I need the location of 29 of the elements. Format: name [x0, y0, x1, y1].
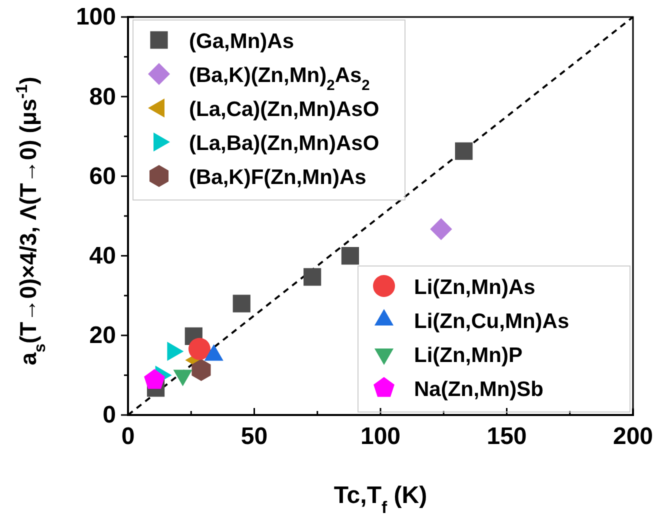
x-tick-label: 200	[612, 423, 653, 450]
legend-label: (Ba,K)(Zn,Mn)$_{2}$As$_{2}$	[189, 64, 370, 94]
legend-label: (Ga,Mn)As	[189, 30, 294, 53]
point	[144, 368, 165, 389]
y-tick-label: 0	[102, 402, 116, 429]
y-tick-label: 60	[89, 162, 116, 190]
x-tick-label: 0	[121, 423, 135, 450]
point	[232, 294, 250, 312]
point	[304, 268, 322, 286]
legend-label: (La,Ca)(Zn,Mn)AsO	[189, 98, 380, 121]
point	[192, 359, 211, 382]
x-tick-label: 100	[360, 423, 401, 450]
point	[430, 218, 452, 240]
y-tick-label: 100	[76, 4, 116, 31]
legend-label: Li(Zn,Cu,Mn)As	[414, 310, 570, 333]
y-tick-label: 80	[89, 83, 116, 110]
y-tick-label: 40	[89, 242, 116, 270]
x-axis-title: Tc,T$_{f}$ (K)	[334, 482, 428, 516]
legend-label: (La,Ba)(Zn,Mn)AsO	[189, 132, 380, 155]
x-tick-label: 150	[486, 423, 527, 450]
legend-label: Li(Zn,Mn)As	[414, 276, 536, 299]
point	[455, 142, 473, 160]
point	[341, 247, 359, 265]
legend-label: (Ba,K)F(Zn,Mn)As	[189, 166, 366, 189]
y-tick-label: 20	[89, 322, 116, 350]
x-tick-label: 50	[240, 423, 268, 450]
legend-label: Li(Zn,Mn)P	[414, 344, 522, 367]
point	[188, 338, 210, 360]
legend-label: Na(Zn,Mn)Sb	[414, 378, 544, 401]
